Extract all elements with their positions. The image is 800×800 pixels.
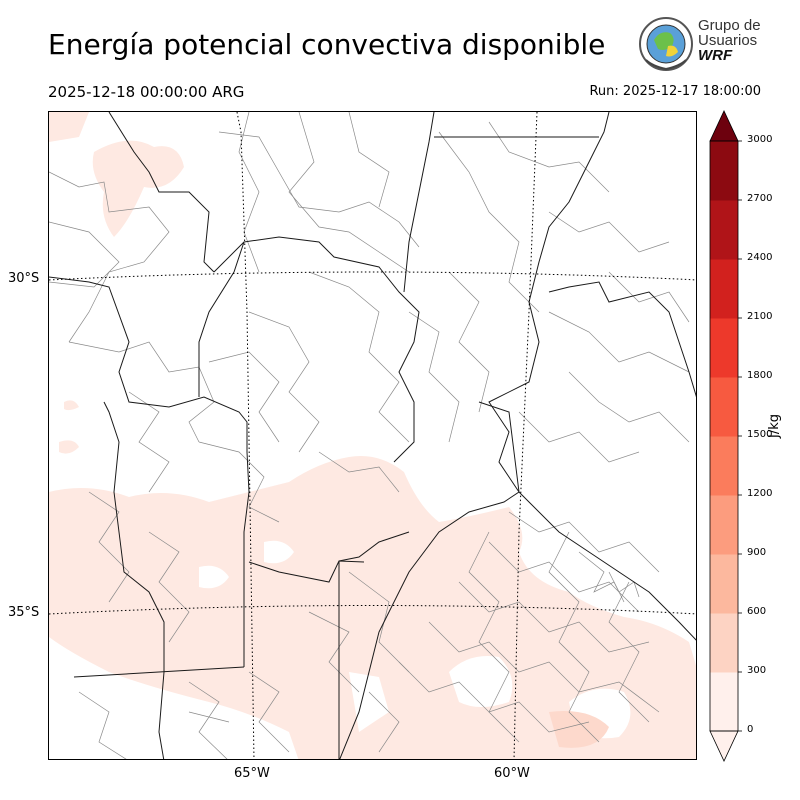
colorbar-bin (710, 495, 738, 555)
lon-label-65w: 65°W (234, 766, 270, 781)
colorbar-tick-label: 1200 (747, 488, 773, 499)
colorbar-tick-label: 2700 (747, 193, 773, 204)
colorbar-bin (710, 377, 738, 437)
cape-shading (49, 112, 696, 759)
colorbar-tick-label: 900 (747, 547, 767, 558)
colorbar-tick-label: 1500 (747, 429, 773, 440)
colorbar-bin (710, 318, 738, 378)
wrf-group-logo: Grupo de Usuarios WRF (638, 16, 768, 72)
logo-line-2: Usuarios (698, 32, 758, 49)
colorbar-bin (710, 672, 738, 732)
colorbar: 0 300 600 900 1200 1500 1800 2100 2400 2700 3000 (700, 108, 790, 768)
department-boundaries (49, 112, 690, 759)
run-time: Run: 2025-12-17 18:00:00 (589, 84, 761, 99)
colorbar-tick-label: 2100 (747, 311, 773, 322)
map-title: Energía potencial convectiva disponible (48, 28, 606, 61)
logo-line-1: Grupo de (698, 17, 761, 34)
valid-time: 2025-12-18 00:00:00 ARG (48, 83, 245, 101)
lon-label-60w: 60°W (494, 766, 530, 781)
colorbar-scale (709, 110, 742, 762)
cape-map[interactable] (48, 111, 697, 760)
colorbar-bin (710, 200, 738, 260)
colorbar-bin (710, 436, 738, 496)
graticule (49, 112, 696, 759)
logo-line-3: WRF (698, 47, 733, 64)
map-canvas (49, 112, 696, 759)
colorbar-unit: J/kg (767, 414, 782, 438)
colorbar-tick-label: 3000 (747, 134, 773, 145)
colorbar-tick-label: 600 (747, 606, 767, 617)
colorbar-bin (710, 259, 738, 319)
colorbar-bin (710, 613, 738, 673)
lat-label-30s: 30°S (8, 271, 40, 286)
colorbar-extend-max (709, 110, 739, 142)
colorbar-bin (710, 141, 738, 201)
colorbar-extend-min (709, 730, 739, 762)
colorbar-bin (710, 554, 738, 614)
globe-logo-icon (639, 17, 693, 71)
colorbar-tick-label: 1800 (747, 370, 773, 381)
lat-label-35s: 35°S (8, 605, 40, 620)
colorbar-tick-label: 0 (747, 724, 754, 735)
province-boundaries (49, 112, 696, 759)
colorbar-tick-label: 2400 (747, 252, 773, 263)
colorbar-tick-label: 300 (747, 665, 767, 676)
